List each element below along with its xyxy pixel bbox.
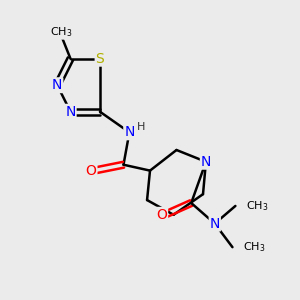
Text: CH$_3$: CH$_3$ <box>50 25 73 39</box>
Text: H: H <box>136 122 145 132</box>
Text: N: N <box>52 78 62 92</box>
Text: O: O <box>86 164 97 178</box>
Text: N: N <box>124 125 135 139</box>
Text: N: N <box>201 155 211 169</box>
Text: N: N <box>65 105 76 119</box>
Text: O: O <box>156 208 167 222</box>
Text: CH$_3$: CH$_3$ <box>243 240 265 254</box>
Text: N: N <box>210 217 220 231</box>
Text: CH$_3$: CH$_3$ <box>246 199 268 213</box>
Text: S: S <box>96 52 104 66</box>
